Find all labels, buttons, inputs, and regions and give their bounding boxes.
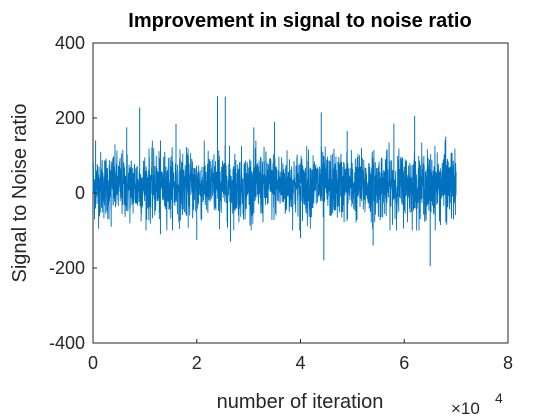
x-tick-label: 4 <box>295 353 305 373</box>
x-tick-label: 2 <box>192 353 202 373</box>
x-tick-label: 8 <box>503 353 513 373</box>
y-tick-label: -400 <box>49 333 85 353</box>
x-axis-label: number of iteration <box>217 391 384 413</box>
x-exponent: ×10 4 <box>451 390 503 418</box>
y-axis-label: Signal to Noise ratio <box>9 104 31 283</box>
x-exponent-power: 4 <box>495 390 503 406</box>
y-tick-label: 200 <box>55 108 85 128</box>
x-exponent-base: ×10 <box>451 399 480 418</box>
series-layer <box>92 96 457 267</box>
x-tick-label: 6 <box>399 353 409 373</box>
y-tick-label: 400 <box>55 33 85 53</box>
x-tick-label: 0 <box>88 353 98 373</box>
y-tick-label: -200 <box>49 258 85 278</box>
ticks-layer: 0 2 4 6 8 -400 -200 0 200 400 <box>49 33 513 373</box>
chart-title: Improvement in signal to noise ratio <box>128 10 471 32</box>
y-tick-label: 0 <box>75 183 85 203</box>
plot-area: 0 2 4 6 8 -400 -200 0 200 400 <box>49 33 513 373</box>
